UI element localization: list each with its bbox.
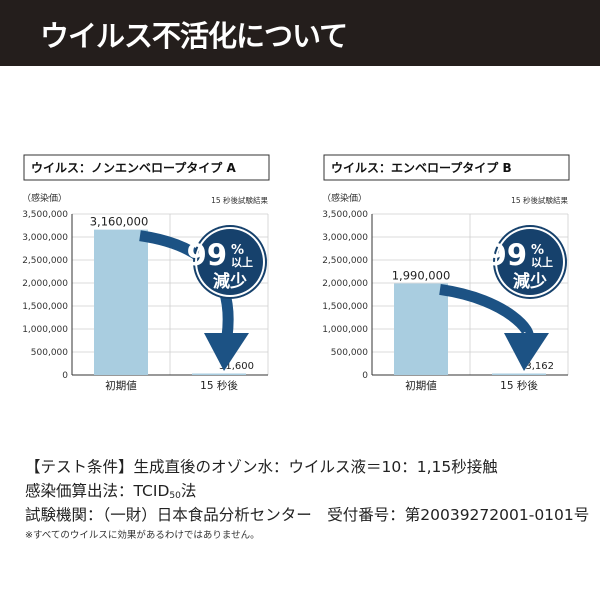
test-conditions: 【テスト条件】生成直後のオゾン水：ウイルス液＝10：1,15秒接触 感染価算出法… <box>25 455 589 527</box>
header-bar: ウイルス不活化について <box>0 0 600 66</box>
badge-percent: 99 <box>487 238 527 272</box>
page-title: ウイルス不活化について <box>40 19 348 53</box>
y-tick-label: 2,000,000 <box>322 279 368 289</box>
bar-after-15s <box>492 373 546 375</box>
bar-initial <box>394 283 448 375</box>
y-tick-label: 1,500,000 <box>322 302 368 312</box>
conditions-line-1: 【テスト条件】生成直後のオゾン水：ウイルス液＝10：1,15秒接触 <box>25 458 498 476</box>
bar-after-15s <box>192 373 246 375</box>
conditions-line-2-sub: 50 <box>169 491 181 501</box>
reduction-arrowhead <box>204 333 249 371</box>
badge-unit: % <box>231 243 244 258</box>
y-tick-label: 1,500,000 <box>22 302 68 312</box>
data-label-after-15s: 3,162 <box>525 361 554 372</box>
chart-title-box <box>23 154 270 181</box>
conditions-line-2-suffix: 法 <box>180 482 197 500</box>
chart-title-box <box>323 154 570 181</box>
y-tick-label: 500,000 <box>31 348 68 358</box>
conditions-line-2-prefix: 感染価算出法：TCID <box>25 482 170 500</box>
badge-sub: 以上 <box>231 255 253 269</box>
y-tick-label: 3,500,000 <box>22 210 68 220</box>
y-axis-label: （感染価） <box>322 192 367 204</box>
reduction-arrowhead <box>504 333 549 371</box>
y-tick-label: 2,500,000 <box>322 256 368 266</box>
y-tick-label: 1,000,000 <box>22 325 68 335</box>
chart-title: ウイルス：エンベロープタイプ B <box>331 160 512 175</box>
x-tick-label: 15 秒後 <box>500 379 538 392</box>
y-tick-label: 2,500,000 <box>22 256 68 266</box>
badge-unit: % <box>531 243 544 258</box>
reduction-badge-core <box>497 229 563 295</box>
result-note: 15 秒後試験結果 <box>511 195 568 205</box>
y-tick-label: 3,500,000 <box>322 210 368 220</box>
y-tick-label: 1,000,000 <box>322 325 368 335</box>
y-tick-label: 3,000,000 <box>22 233 68 243</box>
x-tick-label: 初期値 <box>105 379 137 392</box>
x-tick-label: 15 秒後 <box>200 379 238 392</box>
y-tick-label: 3,000,000 <box>322 233 368 243</box>
data-label-after-15s: 31,600 <box>219 361 254 372</box>
y-tick-label: 0 <box>62 371 68 381</box>
badge-percent: 99 <box>187 238 227 272</box>
data-label-initial: 1,990,000 <box>392 268 451 282</box>
chart-title: ウイルス：ノンエンベロープタイプ A <box>31 160 236 175</box>
badge-label: 減少 <box>513 271 547 292</box>
y-axis-label: （感染価） <box>22 192 67 204</box>
y-tick-label: 2,000,000 <box>22 279 68 289</box>
badge-sub: 以上 <box>531 255 553 269</box>
reduction-badge-core <box>197 229 263 295</box>
result-note: 15 秒後試験結果 <box>211 195 268 205</box>
footnote: ※すべてのウイルスに効果があるわけではありません。 <box>25 530 260 541</box>
conditions-line-3: 試験機関：（一財）日本食品分析センター 受付番号：第20039272001-01… <box>25 506 590 524</box>
x-tick-label: 初期値 <box>405 379 437 392</box>
y-tick-label: 500,000 <box>331 348 368 358</box>
badge-label: 減少 <box>213 271 247 292</box>
y-tick-label: 0 <box>362 371 368 381</box>
bar-initial <box>94 229 148 375</box>
charts-area: ウイルス：ノンエンベロープタイプ A （感染価） 15 秒後試験結果 0 500,000… <box>22 154 570 392</box>
conditions-line-2: 感染価算出法：TCID50法 <box>25 479 589 503</box>
data-label-initial: 3,160,000 <box>90 215 149 229</box>
reduction-arrow <box>439 284 534 343</box>
